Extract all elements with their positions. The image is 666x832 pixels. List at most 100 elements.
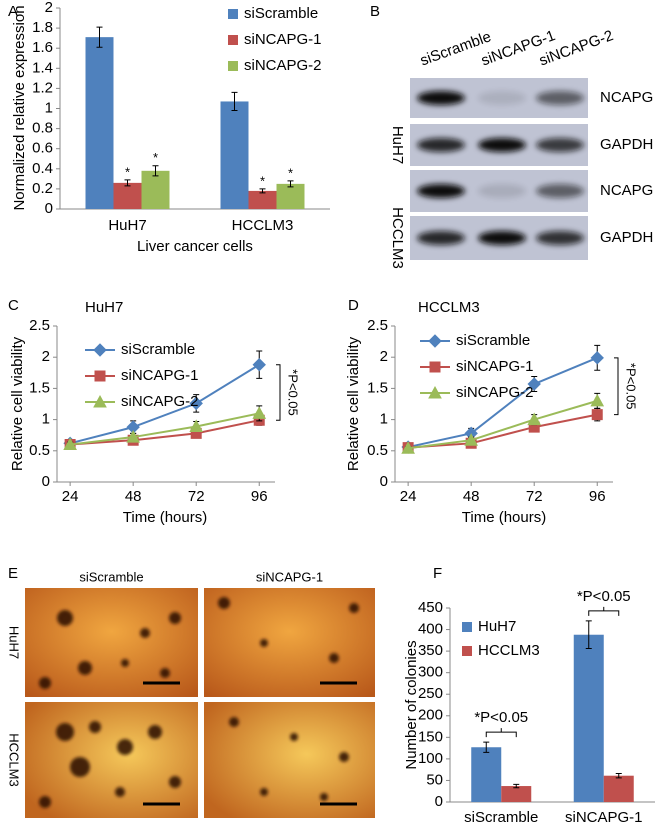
y-tick-label: 0 (45, 200, 53, 217)
y-tick-label: 1.2 (32, 79, 53, 96)
line (408, 399, 598, 450)
y-tick-label: 0 (380, 473, 388, 490)
colony (39, 677, 51, 689)
bracket (276, 364, 281, 421)
colony (339, 752, 349, 762)
y-tick-label: 2.5 (29, 317, 50, 334)
annotation: *P<0.05 (286, 369, 301, 416)
column-label: siScramble (79, 569, 143, 584)
bar (220, 101, 249, 209)
x-tick-label: 72 (526, 488, 543, 505)
y-tick-label: 200 (418, 707, 443, 724)
x-axis-label: Liver cancer cells (137, 238, 253, 255)
band (536, 184, 584, 198)
marker (252, 357, 266, 372)
y-tick-label: 350 (418, 642, 443, 659)
marker (126, 430, 141, 443)
band (536, 91, 584, 105)
band-label: GAPDH (600, 136, 653, 153)
marker (189, 419, 204, 432)
x-tick-label: 48 (125, 488, 142, 505)
bracket (485, 728, 517, 738)
bar (276, 183, 305, 209)
significance-label: * (288, 165, 293, 180)
x-tick-label: 96 (589, 488, 606, 505)
colony (160, 668, 170, 678)
y-tick-label: 0 (435, 793, 443, 810)
legend-marker (429, 361, 441, 373)
error-bar (96, 26, 103, 48)
x-axis-label: Time (hours) (462, 509, 546, 526)
bar (248, 190, 277, 209)
colony (121, 659, 129, 667)
x-axis-label: Time (hours) (123, 509, 207, 526)
error-bar (585, 620, 592, 650)
y-axis-label: Relative cell viability (9, 336, 26, 471)
marker (189, 396, 203, 411)
band (478, 91, 526, 105)
legend-marker (94, 370, 106, 382)
micrograph-image (25, 702, 198, 818)
colony (229, 717, 239, 727)
group-label: HCCLM3 (389, 207, 406, 269)
band (417, 231, 465, 245)
legend-label: siNCAPG-2 (121, 393, 199, 410)
error-bar (615, 773, 622, 779)
legend-marker (428, 385, 442, 399)
band (478, 184, 526, 198)
band (417, 184, 465, 198)
y-tick-label: 1 (380, 411, 388, 428)
legend-marker (93, 343, 107, 357)
y-tick-label: 1.5 (367, 379, 388, 396)
column-label: siNCAPG-1 (256, 569, 323, 584)
y-tick-label: 300 (418, 664, 443, 681)
colony (140, 628, 150, 638)
chart-title: HuH7 (85, 299, 123, 316)
legend-marker (93, 394, 107, 408)
colony (329, 653, 339, 663)
bracket (614, 357, 619, 416)
colony (56, 723, 74, 741)
error-bar (483, 741, 490, 753)
band (478, 138, 526, 152)
annotation: *P<0.05 (474, 709, 528, 726)
band (417, 91, 465, 105)
panel-label: D (348, 297, 359, 314)
x-tick-label: 48 (463, 488, 480, 505)
legend-label: siNCAPG-1 (456, 358, 534, 375)
significance-label: * (125, 164, 130, 179)
legend-swatch (462, 622, 472, 632)
colony (218, 597, 230, 609)
y-axis-label: Number of colonies (403, 640, 420, 769)
marker (527, 412, 542, 426)
legend-swatch (462, 646, 472, 656)
y-tick-label: 150 (418, 728, 443, 745)
row-label: HCCLM3 (7, 733, 22, 786)
bar (471, 747, 502, 802)
colony (320, 793, 328, 801)
y-tick-label: 0.2 (32, 180, 53, 197)
y-tick-label: 1.8 (32, 19, 53, 36)
legend-swatch (228, 9, 238, 19)
bar (501, 786, 532, 802)
colony (148, 725, 162, 739)
error-bar (124, 179, 131, 187)
y-tick-label: 1.5 (29, 379, 50, 396)
x-tick-label: HuH7 (108, 217, 146, 234)
panel-label: C (8, 297, 19, 314)
colony (260, 639, 268, 647)
legend-label: HCCLM3 (478, 642, 540, 659)
x-tick-label: 24 (62, 488, 79, 505)
x-tick-label: siScramble (464, 809, 538, 826)
y-tick-label: 50 (426, 771, 443, 788)
marker (590, 393, 605, 407)
y-tick-label: 2 (45, 0, 53, 16)
band (478, 231, 526, 245)
legend-marker (428, 334, 442, 348)
legend-swatch (228, 61, 238, 71)
panel-label: B (370, 3, 380, 20)
colony (260, 788, 268, 796)
colony (57, 610, 73, 626)
panel-label: A (8, 3, 18, 20)
